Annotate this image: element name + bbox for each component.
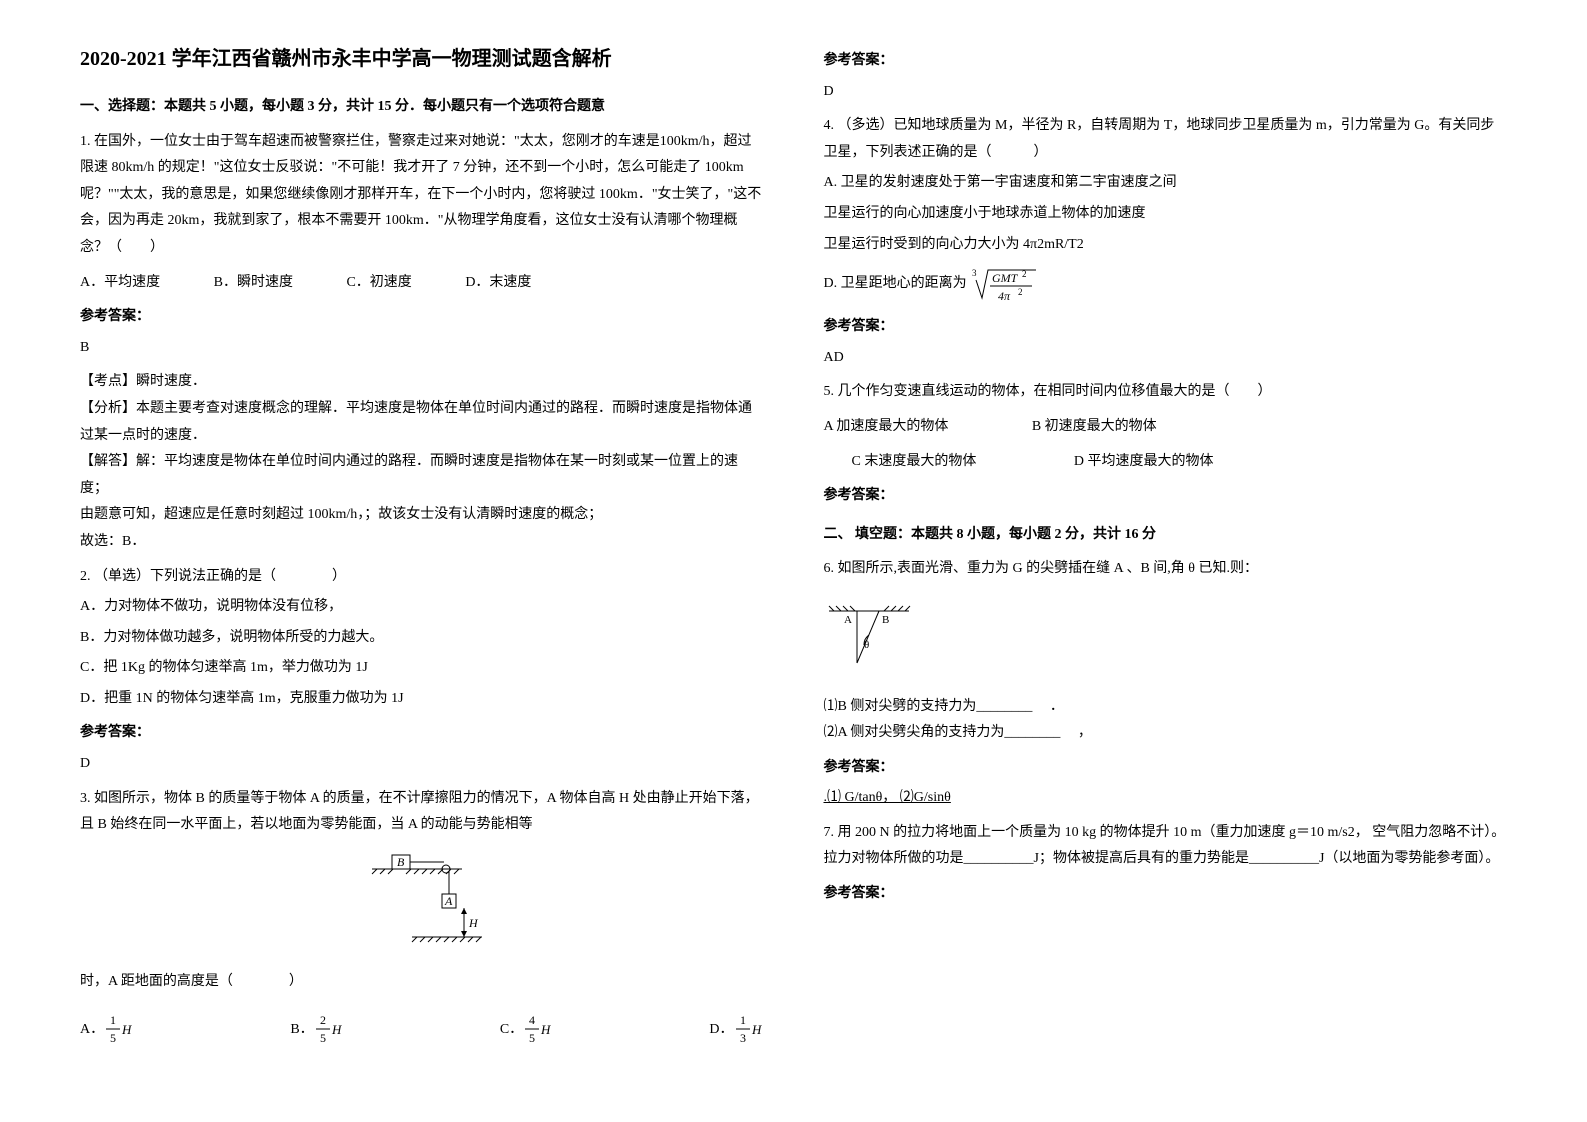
- q6-answer-label: 参考答案：: [824, 755, 1508, 782]
- q4-optB: 卫星运行的向心加速度小于地球赤道上物体的加速度: [824, 201, 1508, 228]
- q1-optA: A．平均速度: [80, 270, 160, 297]
- q3-options: A．15H B．25H C．45H D．13H: [80, 1012, 764, 1048]
- svg-text:H: H: [331, 1022, 342, 1037]
- q1-solve: 【解答】解：平均速度是物体在单位时间内通过的路程．而瞬时速度是指物体在某一时刻或…: [80, 449, 764, 502]
- q2-answer-label: 参考答案：: [80, 720, 764, 747]
- q5-optC: C 末速度最大的物体: [838, 449, 977, 476]
- cube-root-formula-icon: 3 GMT 2 4π 2: [970, 262, 1040, 306]
- svg-text:H: H: [751, 1022, 762, 1037]
- q2-answer: D: [80, 751, 764, 778]
- q5-optD: D 平均速度最大的物体: [1060, 449, 1214, 476]
- q5-optB: B 初速度最大的物体: [1032, 414, 1157, 441]
- fraction-b-icon: 2 5H: [314, 1012, 344, 1048]
- svg-text:4: 4: [529, 1013, 535, 1027]
- svg-text:5: 5: [110, 1031, 116, 1045]
- q5-answer-label: 参考答案：: [824, 483, 1508, 510]
- q1-solve3: 故选：B．: [80, 529, 764, 556]
- q6-label-theta: θ: [864, 639, 869, 651]
- q3-diagram: B A: [80, 849, 764, 960]
- q4-optD: D. 卫星距地心的距离为 3 GMT 2 4π 2: [824, 262, 1508, 306]
- q3-label-B: B: [397, 855, 405, 869]
- svg-text:2: 2: [1018, 287, 1023, 297]
- q1-analysis: 【分析】本题主要考查对速度概念的理解．平均速度是物体在单位时间内通过的路程．而瞬…: [80, 396, 764, 449]
- svg-text:2: 2: [1022, 269, 1027, 279]
- q1-optC: C．初速度: [346, 270, 411, 297]
- q2-optC: C．把 1Kg 的物体匀速举高 1m，举力做功为 1J: [80, 655, 764, 682]
- section1-heading: 一、选择题：本题共 5 小题，每小题 3 分，共计 15 分．每小题只有一个选项…: [80, 94, 764, 121]
- q5-text: 5. 几个作匀变速直线运动的物体，在相同时间内位移值最大的是（ ）: [824, 379, 1508, 406]
- q6-answer: .⑴ G/tanθ， ⑵G/sinθ: [824, 785, 1508, 812]
- q4-optA: A. 卫星的发射速度处于第一宇宙速度和第二宇宙速度之间: [824, 170, 1508, 197]
- q7-text: 7. 用 200 N 的拉力将地面上一个质量为 10 kg 的物体提升 10 m…: [824, 820, 1508, 873]
- q3-label-A: A: [444, 894, 453, 908]
- section2-heading: 二、 填空题：本题共 8 小题，每小题 2 分，共计 16 分: [824, 522, 1508, 549]
- q1-answer: B: [80, 335, 764, 362]
- svg-text:5: 5: [529, 1031, 535, 1045]
- left-column: 2020-2021 学年江西省赣州市永丰中学高一物理测试题含解析 一、选择题：本…: [80, 40, 764, 1056]
- q1-point: 【考点】瞬时速度．: [80, 369, 764, 396]
- q6-label-A: A: [844, 614, 852, 626]
- q3-optC: C．45H: [500, 1012, 553, 1048]
- q6-diagram: A B θ: [824, 593, 1508, 684]
- svg-text:4π: 4π: [998, 289, 1011, 303]
- q2-optD: D．把重 1N 的物体匀速举高 1m，克服重力做功为 1J: [80, 686, 764, 713]
- q1-text: 1. 在国外，一位女士由于驾车超速而被警察拦住，警察走过来对她说："太太，您刚才…: [80, 129, 764, 262]
- q6-sub2: ⑵A 侧对尖劈尖角的支持力为________ ，: [824, 720, 1508, 747]
- fraction-c-icon: 4 5H: [523, 1012, 553, 1048]
- q2-optB: B．力对物体做功越多，说明物体所受的力越大。: [80, 625, 764, 652]
- q3-text2: 时，A 距地面的高度是（ ）: [80, 969, 764, 996]
- q3-label-H: H: [468, 916, 479, 930]
- q3-svg: B A: [352, 849, 492, 949]
- svg-text:5: 5: [320, 1031, 326, 1045]
- q3-answer-label: 参考答案：: [824, 48, 1508, 75]
- question-4: 4. （多选）已知地球质量为 M，半径为 R，自转周期为 T，地球同步卫星质量为…: [824, 113, 1508, 371]
- question-7: 7. 用 200 N 的拉力将地面上一个质量为 10 kg 的物体提升 10 m…: [824, 820, 1508, 908]
- right-column: 参考答案： D 4. （多选）已知地球质量为 M，半径为 R，自转周期为 T，地…: [824, 40, 1508, 1056]
- q7-answer-label: 参考答案：: [824, 881, 1508, 908]
- question-3: 3. 如图所示，物体 B 的质量等于物体 A 的质量，在不计摩擦阻力的情况下，A…: [80, 786, 764, 1048]
- q2-optA: A．力对物体不做功，说明物体没有位移，: [80, 594, 764, 621]
- q6-svg: A B θ: [824, 593, 924, 673]
- q3-answer: D: [824, 79, 1508, 106]
- question-5: 5. 几个作匀变速直线运动的物体，在相同时间内位移值最大的是（ ） A 加速度最…: [824, 379, 1508, 509]
- q1-answer-label: 参考答案：: [80, 304, 764, 331]
- q3-optB: B．25H: [290, 1012, 343, 1048]
- q5-row1: A 加速度最大的物体 B 初速度最大的物体: [824, 414, 1508, 441]
- question-1: 1. 在国外，一位女士由于驾车超速而被警察拦住，警察走过来对她说："太太，您刚才…: [80, 129, 764, 556]
- svg-text:1: 1: [740, 1013, 746, 1027]
- question-6: 6. 如图所示,表面光滑、重力为 G 的尖劈插在缝 A 、B 间,角 θ 已知.…: [824, 556, 1508, 812]
- q4-answer-label: 参考答案：: [824, 314, 1508, 341]
- q5-optA: A 加速度最大的物体: [824, 414, 949, 441]
- svg-text:H: H: [540, 1022, 551, 1037]
- q4-optD-text: D. 卫星距地心的距离为: [824, 276, 967, 291]
- q3-optA: A．15H: [80, 1012, 134, 1048]
- page-container: 2020-2021 学年江西省赣州市永丰中学高一物理测试题含解析 一、选择题：本…: [80, 40, 1507, 1056]
- q4-answer: AD: [824, 345, 1508, 372]
- q1-solve2: 由题意可知，超速应是任意时刻超过 100km/h，；故该女士没有认清瞬时速度的概…: [80, 502, 764, 529]
- q4-optC: 卫星运行时受到的向心力大小为 4π2mR/T2: [824, 232, 1508, 259]
- svg-text:H: H: [121, 1022, 132, 1037]
- q1-optD: D．末速度: [465, 270, 531, 297]
- fraction-d-icon: 1 3H: [734, 1012, 764, 1048]
- svg-text:1: 1: [110, 1013, 116, 1027]
- q1-options: A．平均速度 B．瞬时速度 C．初速度 D．末速度: [80, 270, 764, 297]
- svg-text:3: 3: [972, 268, 977, 278]
- svg-text:2: 2: [320, 1013, 326, 1027]
- q6-text: 6. 如图所示,表面光滑、重力为 G 的尖劈插在缝 A 、B 间,角 θ 已知.…: [824, 556, 1508, 583]
- q5-row2: C 末速度最大的物体 D 平均速度最大的物体: [824, 449, 1508, 476]
- q3-optD: D．13H: [709, 1012, 763, 1048]
- q6-label-B: B: [882, 614, 889, 626]
- q6-sub1: ⑴B 侧对尖劈的支持力为________ ．: [824, 694, 1508, 721]
- q2-text: 2. （单选）下列说法正确的是（ ）: [80, 564, 764, 591]
- page-title: 2020-2021 学年江西省赣州市永丰中学高一物理测试题含解析: [80, 40, 764, 78]
- q4-text: 4. （多选）已知地球质量为 M，半径为 R，自转周期为 T，地球同步卫星质量为…: [824, 113, 1508, 166]
- svg-text:GMT: GMT: [992, 271, 1019, 285]
- q3-text: 3. 如图所示，物体 B 的质量等于物体 A 的质量，在不计摩擦阻力的情况下，A…: [80, 786, 764, 839]
- fraction-a-icon: 1 5H: [104, 1012, 134, 1048]
- question-2: 2. （单选）下列说法正确的是（ ） A．力对物体不做功，说明物体没有位移， B…: [80, 564, 764, 778]
- q1-optB: B．瞬时速度: [214, 270, 293, 297]
- svg-text:3: 3: [740, 1031, 746, 1045]
